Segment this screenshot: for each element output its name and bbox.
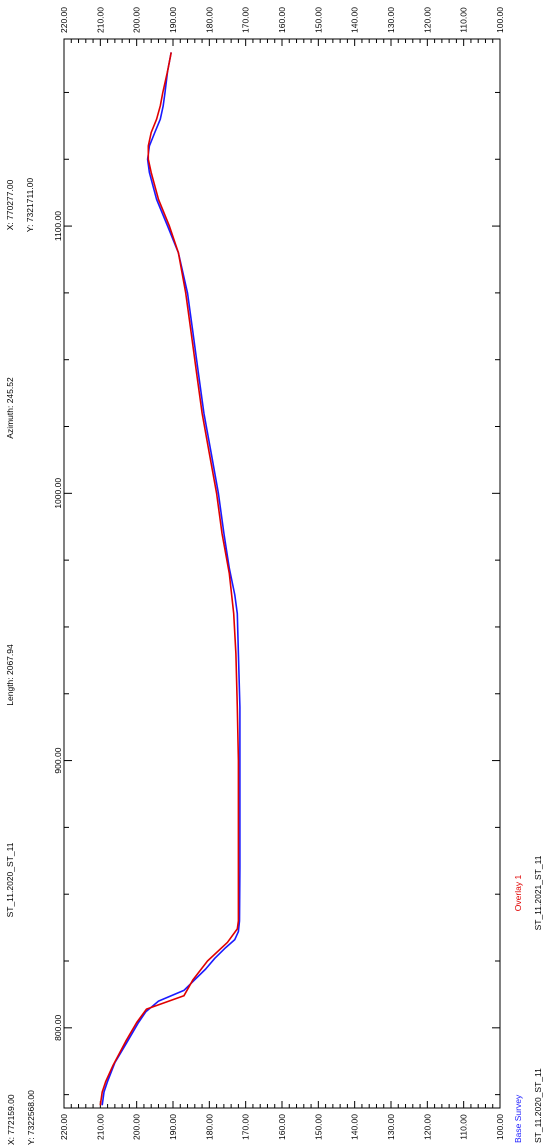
value-tick-label: 150.00: [313, 1114, 323, 1140]
profile-series: [99, 52, 241, 1106]
length-label: Length: 2067.94: [5, 644, 15, 706]
end-x-label: X: 770277.00: [5, 179, 15, 230]
end-y-label: Y: 7321711.00: [25, 178, 35, 232]
series-line-overlay-1: [99, 52, 240, 1106]
value-tick-label: 210.00: [95, 7, 105, 33]
value-tick-label: 170.00: [241, 1114, 251, 1140]
value-tick-label: 190.00: [168, 1114, 178, 1140]
station-tick-label: 800.00: [53, 1015, 63, 1041]
value-tick-label: 160.00: [277, 1114, 287, 1140]
station-axis-right: [492, 91, 500, 1096]
legend-base-name: ST_11.2020_ST_11: [533, 1068, 543, 1143]
legend-base-survey: Base Survey: [513, 1094, 523, 1143]
plot-frame: [63, 38, 501, 1109]
value-tick-label: 110.00: [459, 1114, 469, 1140]
series-line-base-survey: [101, 52, 241, 1106]
section-name-label: ST_11.2020_ST_11: [5, 842, 15, 917]
value-tick-label: 130.00: [386, 7, 396, 33]
station-tick-labels: 800.00 900.00 1000.00 1100.00: [53, 211, 63, 1041]
start-x-label: X: 772159.00: [6, 1094, 16, 1145]
start-y-label: Y: 7322568.00: [26, 1090, 36, 1145]
value-tick-label: 120.00: [422, 1114, 432, 1140]
value-tick-label: 180.00: [204, 1114, 214, 1140]
value-tick-label: 140.00: [350, 1114, 360, 1140]
value-tick-label: 170.00: [241, 7, 251, 33]
value-tick-label: 160.00: [277, 7, 287, 33]
legend-overlay-name: ST_11.2021_ST_11: [533, 855, 543, 930]
value-tick-label: 210.00: [95, 1114, 105, 1140]
value-tick-label: 200.00: [132, 1114, 142, 1140]
azimuth-label: Azimuth: 245.52: [5, 377, 15, 439]
value-tick-label: 220.00: [59, 7, 69, 33]
value-axis-bottom: 220.00 210.00 200.00 190.00 180.00 170.00 160.…: [59, 1101, 505, 1140]
value-tick-label: 180.00: [204, 7, 214, 33]
station-tick-label: 900.00: [53, 747, 63, 773]
legend-overlay: Overlay 1: [513, 875, 523, 912]
value-axis-top: 220.00 210.00 200.00 190.00 180.00 170.00 160.…: [59, 7, 505, 46]
value-tick-label: 120.00: [422, 7, 432, 33]
station-tick-label: 1000.00: [53, 478, 63, 509]
value-tick-label: 100.00: [495, 1114, 505, 1140]
station-axis-left: [64, 91, 72, 1096]
value-tick-label: 150.00: [313, 7, 323, 33]
value-tick-label: 200.00: [132, 7, 142, 33]
value-tick-label: 190.00: [168, 7, 178, 33]
value-tick-label: 130.00: [386, 1114, 396, 1140]
value-tick-label: 220.00: [59, 1114, 69, 1140]
value-tick-label: 110.00: [459, 7, 469, 33]
station-tick-label: 1100.00: [53, 211, 63, 241]
value-tick-label: 100.00: [495, 7, 505, 33]
value-tick-label: 140.00: [350, 7, 360, 33]
